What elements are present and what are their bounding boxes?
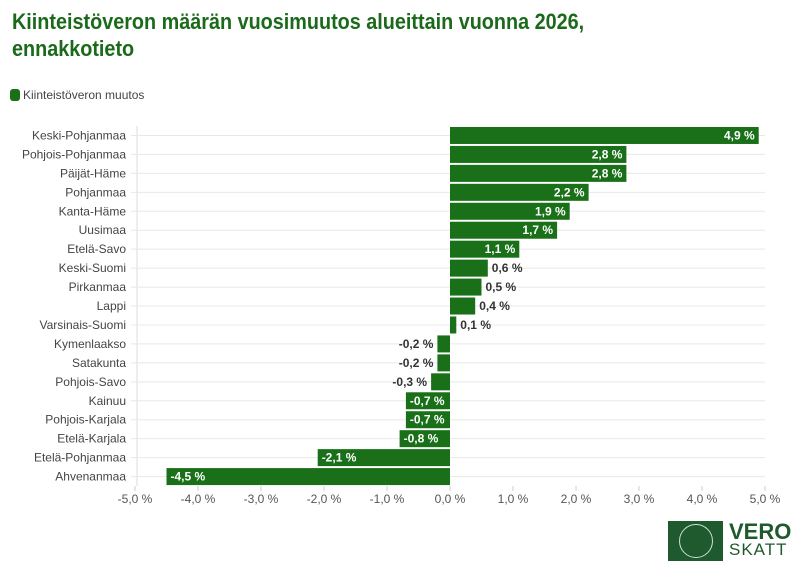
x-tick-label: 2,0 % [561,492,592,506]
data-label: 2,8 % [592,166,623,180]
bar [431,373,450,391]
category-label: Kanta-Häme [59,204,127,218]
data-label: -4,5 % [171,470,206,484]
data-label: 2,8 % [592,147,623,161]
category-label: Ahvenanmaa [55,470,126,484]
category-label: Päijät-Häme [60,166,126,180]
chart-title: Kiinteistöveron määrän vuosimuutos aluei… [12,9,585,61]
data-label: 0,1 % [460,318,491,332]
vero-skatt-logo: VERO SKATT [668,521,791,561]
bar [450,126,759,144]
bar [450,221,558,239]
data-label: -0,7 % [410,394,445,408]
data-label: -0,2 % [399,337,434,351]
data-label: -0,2 % [399,356,434,370]
category-label: Pirkanmaa [69,280,127,294]
data-label: 4,9 % [724,128,755,142]
bar [450,145,627,163]
emblem-icon [668,521,723,561]
category-label: Varsinais-Suomi [40,318,126,332]
data-label: -2,1 % [322,451,357,465]
bar [399,430,450,448]
category-label: Kainuu [89,394,126,408]
data-label: 1,1 % [485,242,516,256]
bar [450,164,627,182]
category-label: Etelä-Pohjanmaa [34,451,126,465]
bar [450,316,457,334]
category-label: Pohjois-Karjala [45,413,126,427]
data-label: 0,6 % [492,261,523,275]
category-label: Keski-Pohjanmaa [32,128,126,142]
x-tick-label: 0,0 % [435,492,466,506]
x-tick-label: 5,0 % [750,492,781,506]
bar [450,278,482,296]
bar [437,335,450,353]
data-label: 1,9 % [535,204,566,218]
data-label: 2,2 % [554,185,585,199]
logo-line2: SKATT [729,540,788,559]
category-label: Etelä-Savo [67,242,126,256]
bar [450,297,476,315]
x-tick-label: -2,0 % [307,492,342,506]
category-label: Pohjanmaa [65,185,126,199]
bar [450,240,520,258]
legend-swatch [10,89,20,101]
category-label: Lappi [97,299,126,313]
x-tick-label: 1,0 % [498,492,529,506]
x-tick-label: -1,0 % [370,492,405,506]
bar [450,202,570,220]
category-label: Pohjois-Pohjanmaa [22,147,126,161]
category-label: Satakunta [72,356,126,370]
legend: Kiinteistöveron muutos [10,88,144,102]
data-label: -0,3 % [392,375,427,389]
category-label: Uusimaa [79,223,127,237]
x-tick-label: -4,0 % [181,492,216,506]
bar [450,259,488,277]
data-label: 1,7 % [522,223,553,237]
bar [317,449,450,467]
data-label: -0,7 % [410,413,445,427]
bar [166,468,450,486]
x-tick-label: -3,0 % [244,492,279,506]
bar [405,392,450,410]
category-label: Pohjois-Savo [55,375,126,389]
bar [437,354,450,372]
data-label: 0,5 % [486,280,517,294]
legend-label: Kiinteistöveron muutos [23,88,145,102]
x-tick-label: 4,0 % [687,492,718,506]
x-tick-label: 3,0 % [624,492,655,506]
logo-line1: VERO [729,519,792,544]
x-tick-label: -5,0 % [118,492,153,506]
bar [450,183,589,201]
category-label: Etelä-Karjala [57,432,126,446]
category-label: Kymenlaakso [54,337,126,351]
data-label: 0,4 % [479,299,510,313]
category-label: Keski-Suomi [59,261,126,275]
data-label: -0,8 % [404,432,439,446]
bar [405,411,450,429]
